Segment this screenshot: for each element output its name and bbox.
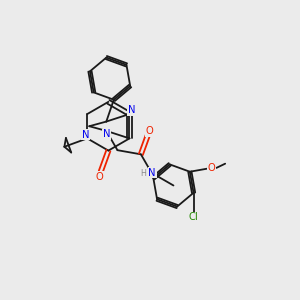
Text: O: O — [95, 172, 103, 182]
Text: O: O — [146, 126, 153, 136]
Text: N: N — [148, 168, 156, 178]
Text: N: N — [128, 106, 135, 116]
Text: N: N — [82, 130, 89, 140]
Text: N: N — [103, 129, 110, 140]
Text: O: O — [208, 163, 215, 173]
Text: Cl: Cl — [189, 212, 198, 223]
Text: H: H — [140, 169, 146, 178]
